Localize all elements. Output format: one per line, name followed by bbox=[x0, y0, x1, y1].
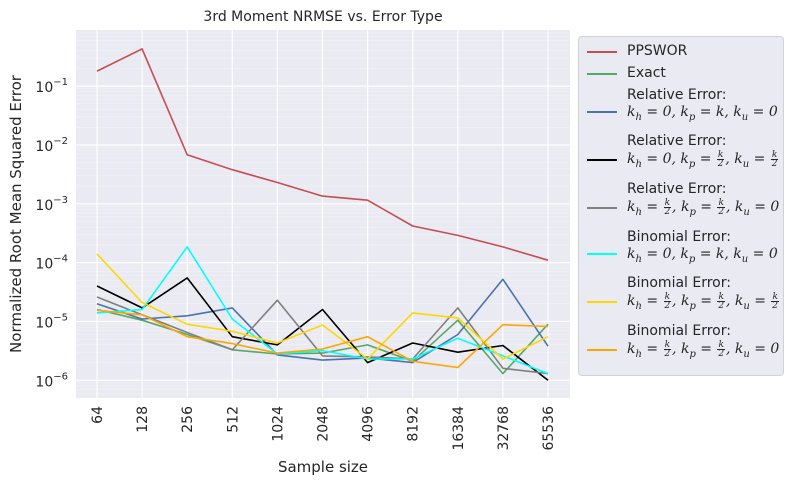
y-tick-label: 10−5 bbox=[35, 312, 68, 331]
chart-title: 3rd Moment NRMSE vs. Error Type bbox=[203, 9, 442, 25]
legend-label-relative-1: Relative Error: bbox=[627, 87, 727, 103]
legend-swatch-binomial-2 bbox=[587, 301, 617, 303]
y-tick-label: 10−4 bbox=[35, 254, 68, 273]
legend-entry-relative-1: Relative Error: kh = 0, kp = k, ku = 0 bbox=[579, 85, 785, 129]
x-tick-label: 64 bbox=[90, 406, 106, 424]
legend-label-ppswor: PPSWOR bbox=[627, 43, 688, 59]
legend-math-relative-1: kh = 0, kp = k, ku = 0 bbox=[627, 104, 778, 123]
legend-swatch-binomial-1 bbox=[587, 253, 617, 255]
series-line-7 bbox=[96, 253, 549, 360]
y-axis-label: Normalized Root Mean Squared Error bbox=[7, 74, 25, 353]
y-tick-label: 10−1 bbox=[35, 77, 68, 96]
y-tick-label: 10−2 bbox=[35, 136, 68, 155]
legend-label-binomial-3: Binomial Error: bbox=[627, 323, 731, 339]
x-tick-label: 512 bbox=[225, 406, 241, 433]
legend-entry-exact: Exact bbox=[579, 63, 785, 85]
legend-swatch-relative-1 bbox=[587, 111, 617, 113]
legend-label-binomial-2: Binomial Error: bbox=[627, 275, 731, 291]
y-tick-label: 10−3 bbox=[35, 195, 68, 214]
legend: PPSWOR Exact Relative Error: kh = 0, kp … bbox=[578, 36, 784, 376]
x-tick-label: 8192 bbox=[406, 406, 422, 442]
x-tick-label: 32768 bbox=[496, 406, 512, 451]
legend-swatch-relative-3 bbox=[587, 207, 617, 209]
legend-swatch-binomial-3 bbox=[587, 349, 617, 351]
x-axis-label: Sample size bbox=[278, 458, 368, 476]
series-line-5 bbox=[96, 296, 549, 375]
x-tick-label: 16384 bbox=[451, 406, 467, 451]
legend-entry-ppswor: PPSWOR bbox=[579, 41, 785, 63]
legend-swatch-ppswor bbox=[587, 51, 617, 53]
legend-entry-binomial-1: Binomial Error: kh = 0, kp = k, ku = 0 bbox=[579, 227, 785, 271]
x-tick-label: 256 bbox=[180, 406, 196, 433]
x-tick-label: 1024 bbox=[270, 406, 286, 442]
legend-swatch-exact bbox=[587, 73, 617, 75]
x-tick-label: 4096 bbox=[361, 406, 377, 442]
x-tick-label: 2048 bbox=[316, 406, 332, 442]
legend-label-relative-3: Relative Error: bbox=[627, 181, 727, 197]
series-line-1 bbox=[96, 48, 549, 261]
legend-label-relative-2: Relative Error: bbox=[627, 133, 727, 149]
legend-swatch-relative-2 bbox=[587, 159, 617, 161]
series-line-8 bbox=[96, 309, 549, 369]
legend-math-binomial-1: kh = 0, kp = k, ku = 0 bbox=[627, 246, 778, 265]
x-tick-label: 128 bbox=[135, 406, 151, 433]
series-line-6 bbox=[96, 246, 549, 375]
y-tick-label: 10−6 bbox=[35, 371, 68, 390]
x-tick-label: 65536 bbox=[541, 406, 557, 451]
legend-label-binomial-1: Binomial Error: bbox=[627, 229, 731, 245]
legend-label-exact: Exact bbox=[627, 65, 666, 81]
series-line-4 bbox=[96, 277, 549, 381]
